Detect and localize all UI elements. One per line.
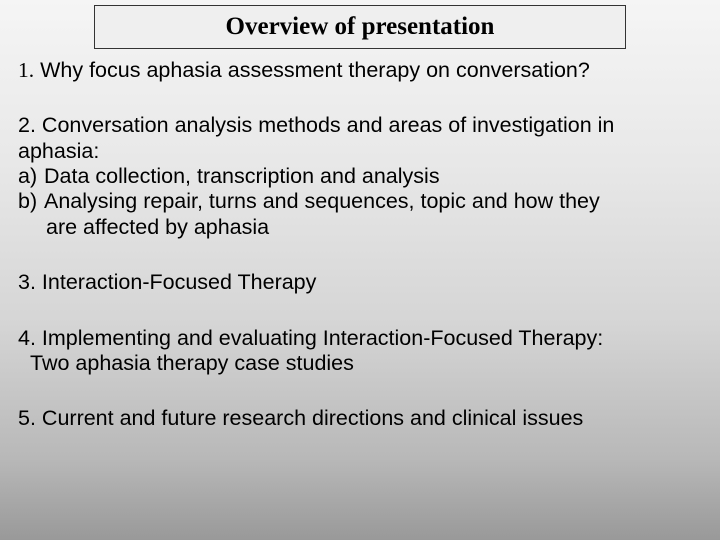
subitem-b: b)Analysing repair, turns and sequences,… — [18, 189, 698, 214]
slide-body: 1. Why focus aphasia assessment therapy … — [18, 58, 698, 432]
slide: Overview of presentation 1. Why focus ap… — [0, 0, 720, 540]
item-number: 3. — [18, 270, 36, 294]
item-text: Current and future research directions a… — [42, 406, 583, 430]
item-number: 5. — [18, 406, 36, 430]
item-4-line1: 4. Implementing and evaluating Interacti… — [18, 326, 698, 351]
item-number: 4. — [18, 326, 36, 350]
outline-item-1: 1. Why focus aphasia assessment therapy … — [18, 58, 698, 83]
subitem-b-cont: are affected by aphasia — [18, 215, 698, 240]
subitem-letter: b) — [18, 189, 44, 214]
item-text: Implementing and evaluating Interaction-… — [42, 326, 603, 350]
title-box: Overview of presentation — [94, 5, 626, 49]
item-text: Interaction-Focused Therapy — [42, 270, 316, 294]
subitem-text: Analysing repair, turns and sequences, t… — [44, 189, 600, 213]
subitem-text: Data collection, transcription and analy… — [44, 164, 440, 188]
item-number: 1. — [18, 58, 34, 82]
item-number: 2. — [18, 113, 36, 137]
slide-title: Overview of presentation — [226, 13, 495, 41]
subitem-a: a)Data collection, transcription and ana… — [18, 164, 698, 189]
outline-item-3: 3. Interaction-Focused Therapy — [18, 270, 698, 295]
subitem-text-cont: are affected by aphasia — [46, 215, 269, 239]
outline-item-2: 2. Conversation analysis methods and are… — [18, 113, 698, 240]
outline-item-4: 4. Implementing and evaluating Interacti… — [18, 326, 698, 377]
item-4-line2: Two aphasia therapy case studies — [18, 351, 698, 376]
item-text: Conversation analysis methods and areas … — [18, 113, 614, 162]
outline-item-5: 5. Current and future research direction… — [18, 406, 698, 431]
subitem-letter: a) — [18, 164, 44, 189]
item-text: Why focus aphasia assessment therapy on … — [40, 58, 590, 82]
item-2-main: 2. Conversation analysis methods and are… — [18, 113, 698, 164]
